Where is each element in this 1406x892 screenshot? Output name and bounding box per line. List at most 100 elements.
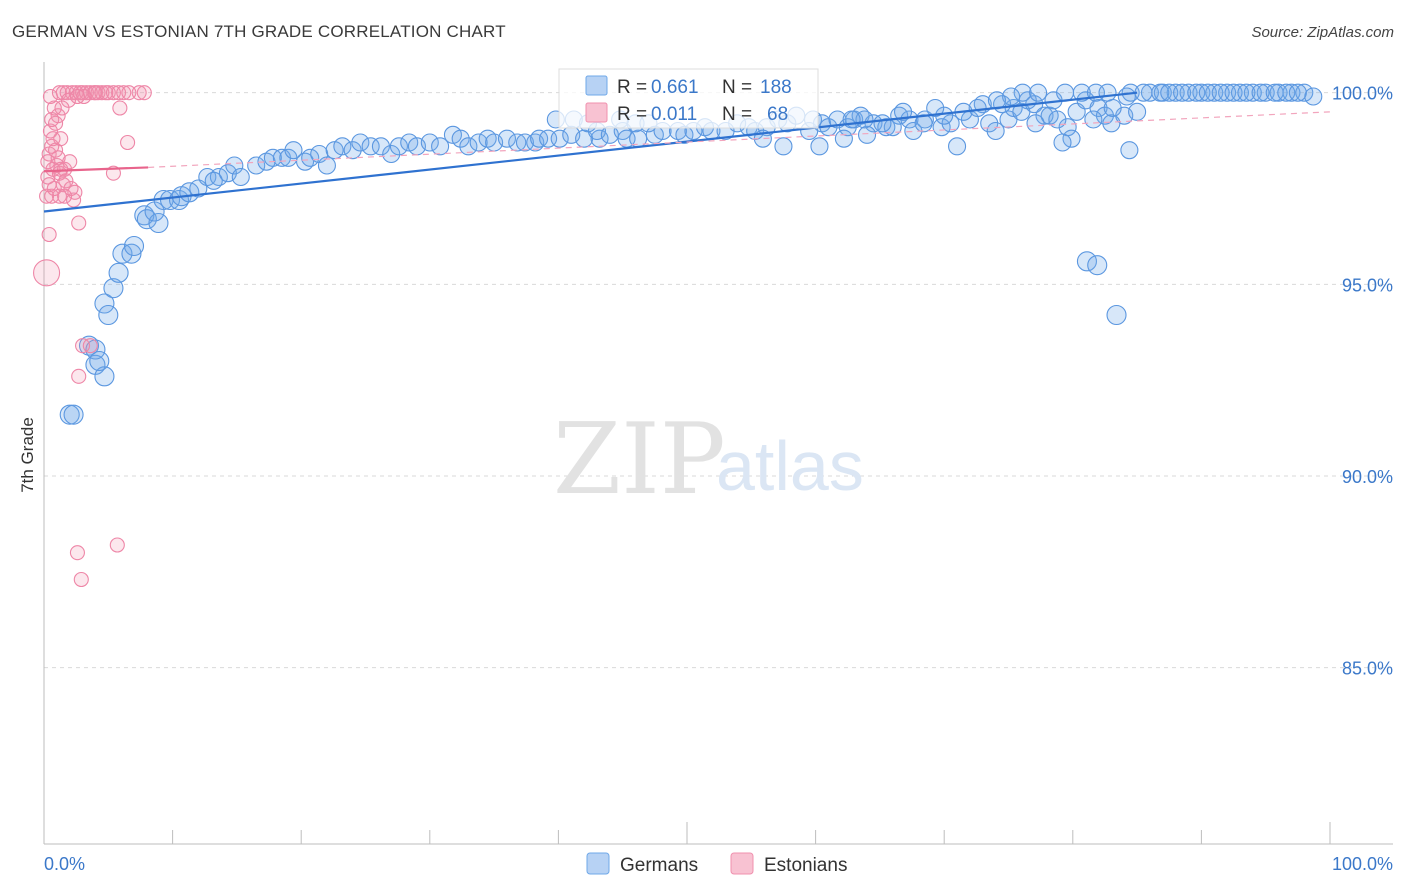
germans-point-191: [893, 102, 913, 121]
germans-point-45: [371, 137, 390, 156]
germans-point-53: [451, 129, 470, 148]
germans-point-122: [1140, 83, 1160, 102]
estonians-point-2: [71, 215, 87, 231]
germans-point-39: [317, 156, 336, 175]
germans-point-29: [231, 167, 250, 187]
germans-point-178: [926, 98, 945, 118]
germans-point-168: [1237, 83, 1256, 102]
germans-point-187: [1087, 255, 1108, 276]
germans-point-125: [1179, 83, 1198, 102]
germans-trend-line: [43, 91, 1138, 213]
germans-point-104: [948, 137, 967, 156]
germans-point-103: [941, 114, 960, 133]
estonians-point-15: [40, 169, 56, 185]
estonians-point-62: [121, 85, 137, 101]
germans-point-169: [1251, 83, 1270, 102]
watermark: ZIP atlas: [553, 403, 864, 517]
germans-point-37: [301, 148, 320, 167]
estonians-point-24: [53, 131, 69, 147]
x-tick-label-max: 100.0%: [1332, 854, 1393, 874]
germans-point-5: [94, 366, 115, 387]
germans-point-47: [389, 137, 408, 156]
germans-point-174: [1029, 83, 1048, 102]
germans-point-121: [1128, 102, 1147, 121]
source-label: Source: ZipAtlas.com: [1251, 24, 1394, 41]
estonians-point-7: [73, 571, 89, 588]
germans-point-175: [1002, 87, 1021, 106]
stats-r-label-estonians: R =: [617, 104, 647, 125]
germans-point-155: [1056, 83, 1075, 102]
stats-r-label-germans: R =: [617, 77, 647, 98]
germans-point-64: [550, 129, 569, 148]
germans-point-188: [1106, 304, 1127, 326]
germans-point-177: [968, 98, 987, 118]
germans-point-162: [1160, 83, 1179, 102]
stats-r-value-estonians: 0.011: [651, 104, 697, 125]
germans-point-28: [225, 156, 244, 175]
series-estonians-points: [33, 85, 152, 588]
series-germans-points: [59, 83, 1323, 425]
estonians-point-48: [112, 100, 128, 116]
germans-point-129: [1230, 83, 1250, 102]
germans-point-8: [98, 304, 119, 326]
germans-point-185: [1048, 110, 1067, 129]
germans-point-42: [343, 141, 362, 160]
germans-point-143: [774, 137, 793, 156]
estonians-point-65: [41, 177, 57, 193]
germans-point-1: [63, 404, 84, 425]
stats-n-value-estonians: 68: [767, 104, 788, 125]
germans-point-144: [810, 137, 829, 156]
estonians-point-3: [75, 338, 91, 354]
estonians-point-6: [69, 545, 85, 561]
germans-point-128: [1218, 83, 1237, 102]
stats-swatch-estonians: [585, 102, 608, 123]
legend-swatch-estonians: [730, 852, 754, 875]
y-tick-labels: 100.0% 95.0% 90.0% 85.0%: [1332, 84, 1393, 679]
estonians-point-47: [136, 85, 152, 101]
germans-point-181: [1084, 110, 1103, 129]
germans-point-16: [148, 212, 169, 234]
stats-n-label-estonians: N =: [722, 104, 752, 125]
estonians-point-58: [66, 192, 82, 208]
germans-point-26: [204, 171, 223, 190]
germans-point-9: [103, 278, 124, 299]
germans-point-124: [1166, 83, 1185, 102]
germans-point-165: [1198, 83, 1217, 102]
estonians-point-41: [94, 85, 110, 101]
germans-point-12: [121, 243, 142, 264]
germans-point-160: [1134, 83, 1153, 102]
stats-n-value-germans: 188: [760, 77, 792, 98]
germans-point-180: [1053, 133, 1072, 152]
germans-point-145: [834, 129, 853, 148]
germans-point-179: [1062, 129, 1081, 148]
estonians-point-66: [45, 131, 61, 147]
germans-point-54: [459, 137, 478, 156]
germans-point-59: [508, 133, 527, 152]
germans-point-41: [333, 137, 352, 156]
germans-point-107: [986, 121, 1005, 141]
germans-point-51: [431, 137, 450, 156]
germans-point-192: [873, 114, 892, 133]
germans-point-126: [1192, 83, 1211, 102]
germans-point-189: [1117, 87, 1136, 106]
estonians-point-46: [131, 85, 147, 101]
germans-point-46: [382, 144, 401, 164]
germans-point-7: [94, 293, 115, 314]
germans-point-134: [1295, 83, 1314, 102]
germans-point-3: [78, 335, 100, 356]
germans-point-135: [1304, 87, 1323, 106]
germans-point-30: [247, 156, 266, 175]
y-tick-label-0: 100.0%: [1332, 84, 1393, 104]
germans-point-130: [1243, 83, 1262, 102]
germans-point-102: [932, 118, 951, 137]
germans-point-173: [1013, 83, 1032, 102]
germans-point-163: [1173, 83, 1192, 102]
germans-point-50: [420, 133, 439, 152]
germans-point-158: [1098, 83, 1117, 102]
germans-point-186: [1076, 251, 1097, 272]
estonians-point-4: [82, 338, 98, 354]
estonians-point-54: [46, 100, 62, 116]
chart-title: GERMAN VS ESTONIAN 7TH GRADE CORRELATION…: [12, 22, 506, 41]
y-tick-label-1: 95.0%: [1342, 275, 1393, 295]
